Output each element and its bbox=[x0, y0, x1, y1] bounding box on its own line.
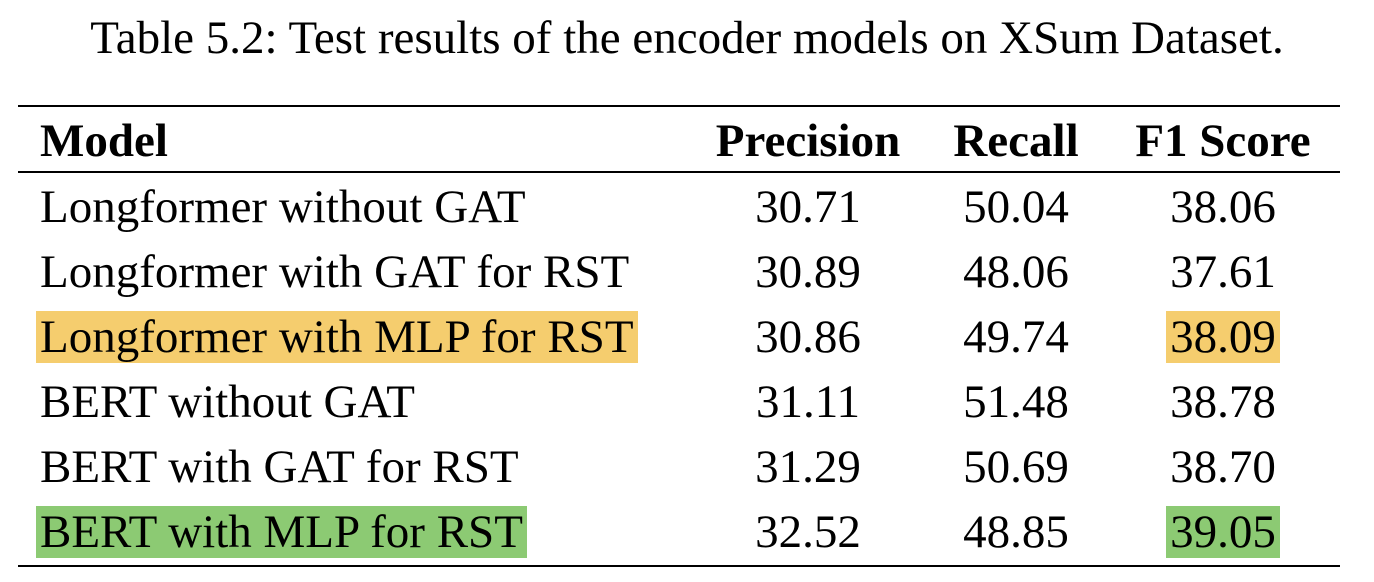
header-recall: Recall bbox=[953, 115, 1079, 167]
row-6-f1: 39.05 bbox=[1123, 504, 1323, 560]
row-6-precision: 32.52 bbox=[755, 506, 861, 558]
highlight-yellow-f1: 38.09 bbox=[1166, 311, 1280, 363]
row-4-recall: 51.48 bbox=[963, 376, 1069, 428]
table-caption: Table 5.2: Test results of the encoder m… bbox=[90, 12, 1284, 64]
row-2-f1: 37.61 bbox=[1170, 246, 1276, 298]
row-4-model: BERT without GAT bbox=[40, 376, 415, 428]
row-1-precision: 30.71 bbox=[755, 181, 861, 233]
row-2-recall: 48.06 bbox=[963, 246, 1069, 298]
row-1-f1: 38.06 bbox=[1170, 181, 1276, 233]
row-6-model: BERT with MLP for RST bbox=[36, 504, 527, 560]
highlight-green-f1: 39.05 bbox=[1166, 506, 1280, 558]
row-5-precision: 31.29 bbox=[755, 441, 861, 493]
row-6-recall: 48.85 bbox=[963, 506, 1069, 558]
row-4-f1: 38.78 bbox=[1170, 376, 1276, 428]
row-1-model: Longformer without GAT bbox=[40, 181, 526, 233]
header-f1-score: F1 Score bbox=[1135, 115, 1311, 167]
row-2-model: Longformer with GAT for RST bbox=[40, 246, 630, 298]
row-3-precision: 30.86 bbox=[755, 311, 861, 363]
table-header-rule bbox=[18, 171, 1340, 173]
table-top-rule bbox=[18, 105, 1340, 107]
row-5-model: BERT with GAT for RST bbox=[40, 441, 519, 493]
table-bottom-rule bbox=[18, 565, 1340, 567]
row-3-recall: 49.74 bbox=[963, 311, 1069, 363]
row-5-f1: 38.70 bbox=[1170, 441, 1276, 493]
header-precision: Precision bbox=[715, 115, 901, 167]
row-4-precision: 31.11 bbox=[755, 376, 860, 428]
row-1-recall: 50.04 bbox=[963, 181, 1069, 233]
highlight-yellow-model: Longformer with MLP for RST bbox=[36, 311, 638, 363]
header-model: Model bbox=[40, 115, 168, 167]
row-3-f1: 38.09 bbox=[1123, 309, 1323, 365]
row-5-recall: 50.69 bbox=[963, 441, 1069, 493]
row-2-precision: 30.89 bbox=[755, 246, 861, 298]
highlight-green-model: BERT with MLP for RST bbox=[36, 506, 527, 558]
row-3-model: Longformer with MLP for RST bbox=[36, 309, 638, 365]
